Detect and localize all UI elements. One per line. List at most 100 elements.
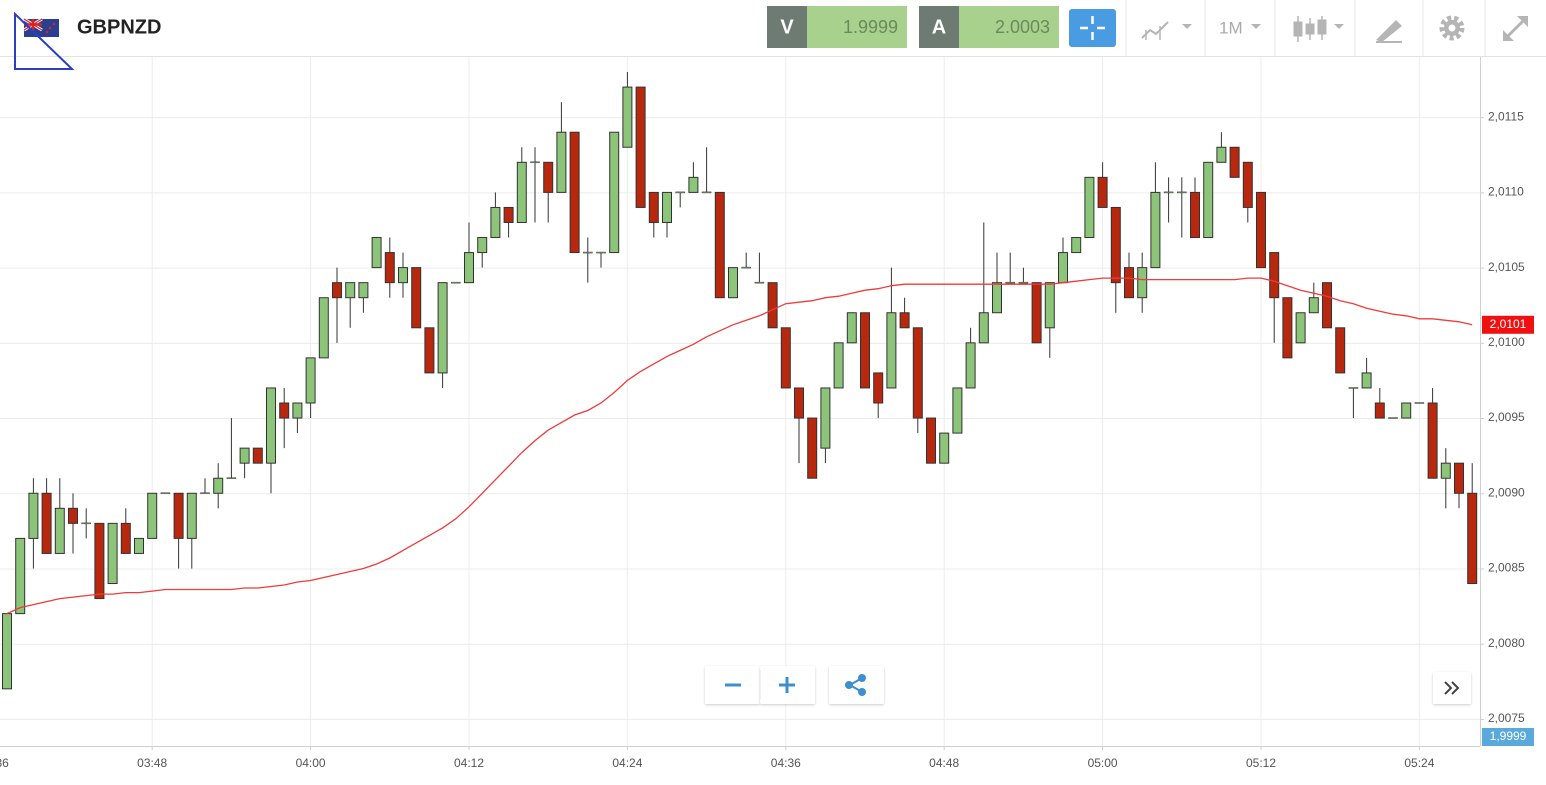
- candle-body: [912, 327, 923, 419]
- candle-body: [266, 387, 276, 464]
- candle-body: [424, 327, 435, 374]
- candle-body: [451, 281, 461, 284]
- candle-body: [530, 161, 540, 164]
- candle-body: [569, 131, 580, 254]
- candle-body: [662, 191, 672, 223]
- candle-body: [1031, 282, 1042, 344]
- candle-body: [1229, 146, 1240, 178]
- share-button[interactable]: [829, 666, 884, 704]
- scroll-to-end-button[interactable]: [1433, 672, 1471, 704]
- x-tick-label: 04:36: [771, 756, 801, 770]
- candle-body: [1401, 402, 1412, 419]
- symbol: GBPNZD: [77, 16, 161, 38]
- timeframe: 1M: [1219, 18, 1243, 37]
- candle-body: [411, 267, 422, 329]
- fullscreen-button[interactable]: [1503, 16, 1528, 41]
- candle-body: [516, 161, 527, 223]
- candle-body: [1427, 402, 1438, 479]
- settings-button[interactable]: [1439, 15, 1465, 41]
- candle-style-button[interactable]: [1293, 16, 1344, 42]
- candle-body: [952, 387, 963, 434]
- timeframe-button[interactable]: 1M: [1219, 18, 1261, 37]
- toolbar-separators: [1125, 0, 1486, 56]
- y-tick-label: 2,0110: [1488, 185, 1524, 199]
- candle-body: [596, 251, 606, 254]
- candle-body: [68, 507, 78, 524]
- candle-body: [860, 312, 870, 389]
- candle-body: [1348, 387, 1359, 389]
- candle-body: [635, 86, 646, 208]
- candle-body: [1282, 297, 1293, 359]
- candle-body: [1058, 252, 1068, 284]
- x-tick-label: 03:36: [0, 756, 9, 770]
- candle-body: [134, 537, 144, 554]
- candle-body: [714, 191, 725, 299]
- ma-price-label: 2,0101: [1490, 317, 1527, 331]
- candle-body: [1269, 252, 1280, 299]
- candle-body: [1454, 462, 1464, 494]
- candle-body: [899, 312, 910, 329]
- candle-body: [741, 266, 751, 269]
- candle-body: [252, 447, 263, 464]
- selection-marker: [14, 11, 75, 70]
- candle-body: [688, 176, 699, 193]
- candle-body: [437, 282, 448, 374]
- candle-body: [358, 282, 369, 299]
- x-tick-label: 05:12: [1246, 756, 1276, 770]
- candle-body: [464, 252, 474, 284]
- candle-body: [147, 492, 158, 539]
- x-tick-label: 04:00: [296, 756, 326, 770]
- crosshair-button[interactable]: [1069, 9, 1116, 47]
- x-tick-label: 05:24: [1404, 756, 1434, 770]
- zoom-out-button[interactable]: [705, 666, 760, 704]
- x-tick-label: 03:48: [137, 756, 167, 770]
- candle-body: [1124, 267, 1134, 299]
- candle-body: [701, 191, 712, 194]
- axes: 2,0075 2,0080 2,0085 2,0090 2,0095 2,0100 2,01…: [0, 109, 1534, 770]
- candle-body: [345, 282, 356, 299]
- candle-body: [807, 417, 818, 479]
- candle-body: [1440, 462, 1451, 479]
- candle-body: [728, 267, 738, 299]
- y-tick-label: 2,0080: [1488, 636, 1525, 650]
- candle-body: [1044, 282, 1055, 329]
- candle-body: [503, 206, 514, 223]
- zoom-in-button[interactable]: [759, 666, 815, 704]
- candle-body: [318, 297, 329, 359]
- candle-body: [583, 251, 593, 254]
- candle-body: [1242, 161, 1253, 208]
- candle-body: [292, 402, 303, 419]
- candle-body: [1110, 206, 1121, 284]
- grid: [0, 57, 1480, 746]
- candle-body: [213, 477, 224, 494]
- candle-body: [939, 432, 950, 464]
- candle-body: [767, 282, 778, 329]
- x-tick-label: 04:24: [612, 756, 642, 770]
- chart-type-button[interactable]: [1141, 21, 1192, 40]
- candle-body: [648, 191, 659, 223]
- candle-body: [1308, 297, 1319, 314]
- x-tick-label: 05:00: [1088, 756, 1118, 770]
- candle-body: [371, 237, 382, 269]
- candle-body: [754, 281, 765, 284]
- bid-price-label: 1,9999: [1490, 729, 1527, 743]
- buy-price: 2.0003: [995, 17, 1050, 37]
- candle-body: [81, 522, 91, 525]
- y-tick-label: 2,0095: [1488, 410, 1525, 424]
- candle-body: [1177, 191, 1187, 194]
- buy-label: A: [932, 16, 946, 38]
- candle-body: [1150, 191, 1161, 269]
- candle-body: [926, 417, 936, 464]
- candle-body: [1361, 372, 1372, 389]
- candle-body: [1084, 176, 1095, 239]
- candle-body: [886, 312, 897, 389]
- drawing-button[interactable]: [1376, 20, 1402, 43]
- candle-body: [279, 402, 290, 419]
- sell-button[interactable]: V 1.9999: [767, 6, 907, 48]
- candle-body: [833, 342, 844, 389]
- candle-body: [107, 522, 118, 585]
- candle-body: [1097, 176, 1108, 208]
- candle-body: [820, 387, 831, 449]
- buy-button[interactable]: A 2.0003: [919, 6, 1059, 48]
